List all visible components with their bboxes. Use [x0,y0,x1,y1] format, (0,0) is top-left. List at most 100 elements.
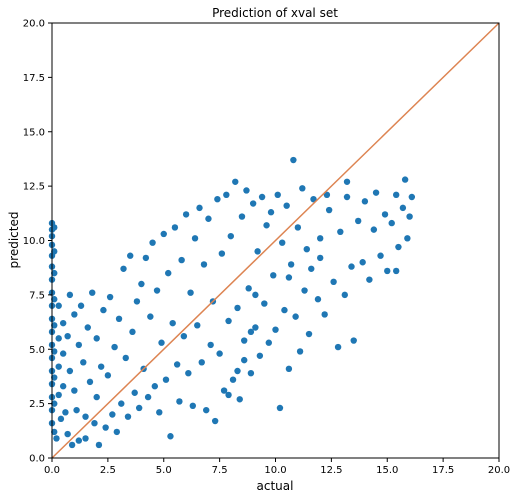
scatter-point [102,424,109,431]
scatter-point [299,185,306,192]
x-tick-label: 10.0 [264,465,286,476]
scatter-point [247,369,255,377]
scatter-point [122,354,129,362]
scatter-point [62,409,69,416]
scatter-point [51,296,58,303]
scatter-point [86,378,94,386]
scatter-point [234,304,241,312]
scatter-point [106,293,114,301]
scatter-point [399,204,407,212]
scatter-point [334,343,342,351]
scatter-point [404,235,411,242]
scatter-point [348,263,355,270]
scatter-point [51,224,58,231]
scatter-point [272,326,279,333]
scatter-point [249,200,257,207]
scatter-point [167,433,174,440]
scatter-point [205,215,212,222]
scatter-point [343,193,351,201]
scatter-point [238,213,246,220]
scatter-point [330,278,337,286]
scatter-point [225,317,232,325]
scatter-point [392,267,400,275]
scatter-point [51,269,58,277]
scatter-point [325,206,333,214]
scatter-point [71,387,78,394]
scatter-point [252,324,259,331]
scatter-point [68,441,76,449]
scatter-point [216,350,223,357]
x-axis-ticks: 0.0 2.5 5.0 7.5 10.0 12.5 15.0 17.5 20.0 [44,458,510,476]
scatter-point [71,311,78,318]
scatter-point [283,202,290,209]
x-tick-label: 5.0 [156,465,172,476]
scatter-point [361,198,369,205]
scatter-point [109,411,116,418]
scatter-point [279,239,286,246]
scatter-point [173,361,181,368]
scatter-point [354,217,362,225]
scatter-point [144,393,152,401]
scatter-point [111,343,118,351]
y-tick-label: 10.0 [23,236,45,247]
scatter-point [317,235,324,242]
scatter-point [223,191,230,199]
scatter-point [225,391,232,399]
y-axis-ticks: 0.0 2.5 5.0 7.5 10.0 12.5 15.0 17.5 20.0 [23,19,52,465]
scatter-point [59,383,67,390]
x-tick-label: 12.5 [320,465,342,476]
scatter-point [267,209,275,216]
data-points [48,156,416,449]
scatter-point [359,259,366,266]
scatter-point [191,235,199,242]
scatter-point [100,306,107,314]
scatter-point [241,356,248,364]
scatter-point [66,291,74,299]
scatter-point [93,335,100,342]
scatter-point [82,435,89,442]
scatter-point [296,348,304,355]
y-tick-label: 7.5 [29,290,45,301]
scatter-point [395,243,402,251]
scatter-point [274,191,281,199]
scatter-point [142,254,150,262]
scatter-point [180,333,188,340]
scatter-point [59,319,67,327]
scatter-point [285,365,293,373]
scatter-point [80,359,87,366]
scatter-point [187,289,194,296]
scatter-point [276,404,284,412]
x-axis-label: actual [257,479,294,493]
scatter-point [247,328,255,336]
scatter-point [118,400,125,407]
scatter-point [341,291,348,299]
scatter-point [165,269,172,277]
scatter-point [290,156,297,164]
scatter-point [207,341,214,349]
scatter-point [281,306,288,314]
x-tick-label: 0.0 [44,465,60,476]
scatter-point [401,176,409,183]
x-tick-label: 7.5 [212,465,228,476]
scatter-point [256,352,264,359]
scatter-point [314,296,322,303]
scatter-point [66,367,74,375]
scatter-point [366,276,373,283]
scatter-point [51,374,58,381]
scatter-point [75,341,83,349]
scatter-point [84,324,91,331]
scatter-point [171,224,179,231]
scatter-point [129,328,136,336]
scatter-point [388,219,395,227]
x-tick-label: 2.5 [100,465,116,476]
y-tick-label: 15.0 [23,127,45,138]
scatter-point [115,315,123,322]
scatter-point [285,274,293,281]
scatter-point [169,319,176,327]
chart-title: Prediction of xval set [212,6,338,20]
scatter-point [185,369,192,377]
scatter-point [97,363,105,370]
scatter-point [51,322,58,329]
